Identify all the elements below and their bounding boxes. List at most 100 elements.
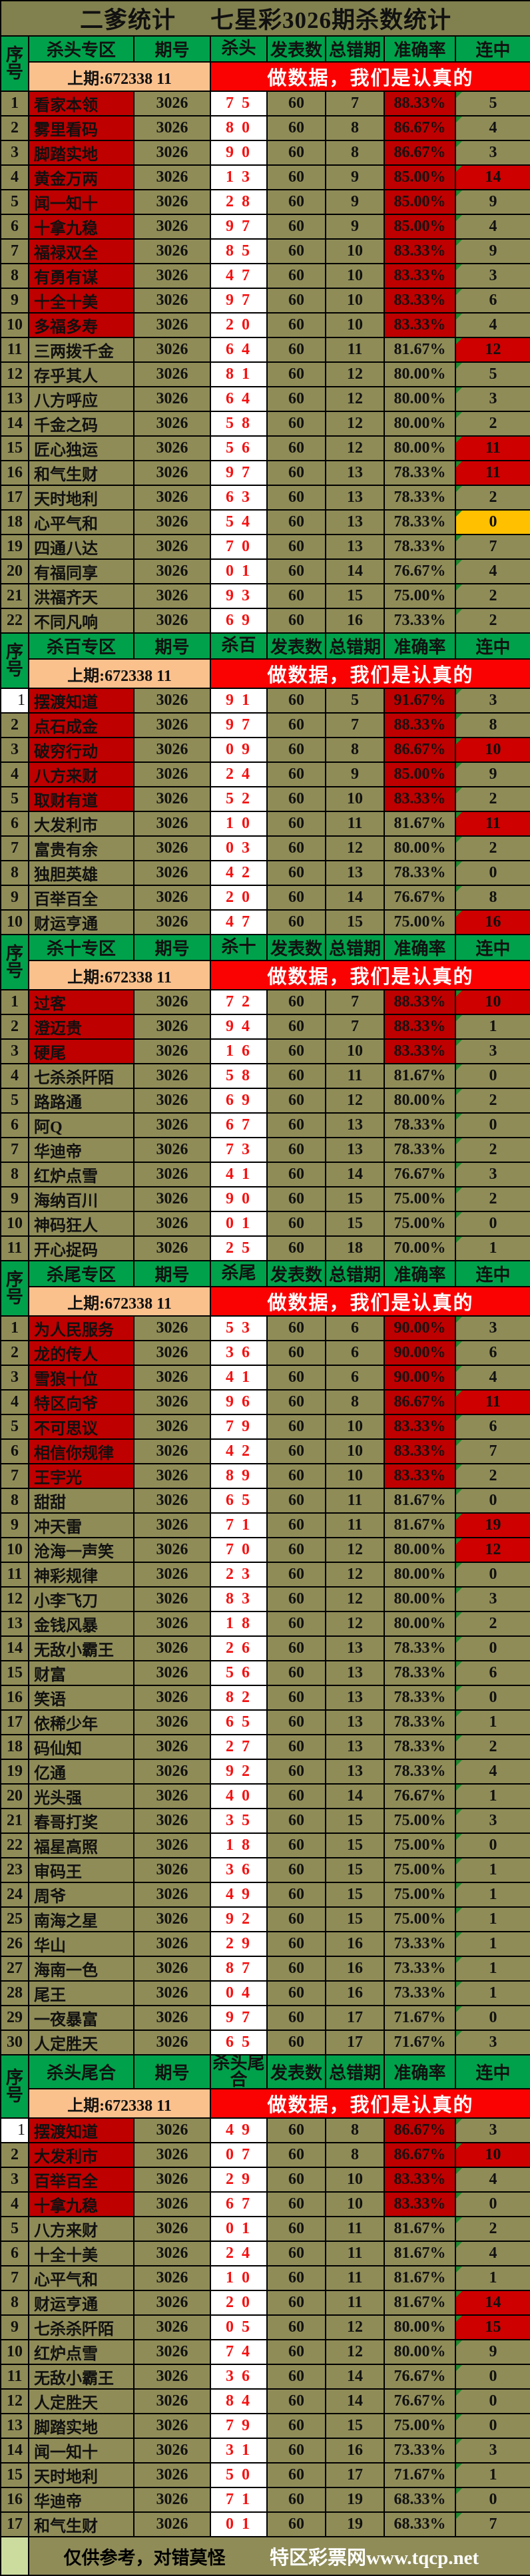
accuracy-cell: 75.00%	[384, 1186, 456, 1212]
player-name: 神彩规律	[28, 1562, 134, 1588]
issue-cell: 3026	[133, 312, 211, 338]
table-row: 6 相信你规律 3026 4 2 60 10 83.33% 7	[0, 1438, 530, 1464]
issue-cell: 3026	[133, 2462, 211, 2489]
error-header: 总错期	[325, 35, 385, 63]
table-row: 6 大发利市 3026 1 0 60 11 81.67% 11	[0, 811, 530, 837]
player-name: 多福多寿	[28, 312, 134, 338]
publish-count: 60	[266, 1389, 326, 1415]
publish-count: 60	[266, 1438, 326, 1464]
error-count: 7	[325, 989, 385, 1015]
error-count: 8	[325, 2142, 385, 2169]
error-count: 10	[325, 1438, 385, 1464]
streak-cell: 0	[454, 1562, 530, 1588]
player-name: 海南一色	[28, 1956, 134, 1982]
issue-cell: 3026	[133, 1137, 211, 1163]
publish-count: 60	[266, 2388, 326, 2415]
publish-count: 60	[266, 2265, 326, 2292]
error-count: 11	[325, 2216, 385, 2243]
accuracy-cell: 85.00%	[384, 164, 456, 190]
player-name: 十全十美	[28, 288, 134, 314]
accuracy-cell: 88.33%	[384, 1014, 456, 1040]
issue-cell: 3026	[133, 786, 211, 812]
section-subheader-row: 上期:672338 11 做数据，我们是认真的	[1, 658, 530, 689]
kill-numbers: 4 7	[210, 909, 268, 935]
streak-cell: 0	[454, 2191, 530, 2218]
streak-cell: 5	[454, 91, 530, 116]
publish-count: 60	[266, 1734, 326, 1760]
index-cell: 3	[0, 1038, 29, 1064]
error-count: 8	[325, 2117, 385, 2144]
publish-count: 60	[266, 214, 326, 240]
accuracy-cell: 83.33%	[384, 786, 456, 812]
error-count: 9	[325, 214, 385, 240]
index-cell: 5	[0, 1088, 29, 1114]
issue-cell: 3026	[133, 1438, 211, 1464]
publish-count: 60	[266, 2364, 326, 2390]
accuracy-cell: 83.33%	[384, 312, 456, 338]
table-row: 22 不同凡响 3026 6 9 60 16 73.33% 2	[0, 608, 530, 634]
streak-cell: 1	[454, 2462, 530, 2489]
error-count: 13	[325, 1685, 385, 1711]
issue-cell: 3026	[133, 1906, 211, 1932]
index-cell: 14	[0, 411, 29, 437]
issue-cell: 3026	[133, 608, 211, 634]
streak-cell: 10	[454, 989, 530, 1015]
kill-numbers: 6 5	[210, 2030, 268, 2055]
table-row: 3 雪狼十位 3026 4 1 60 6 90.00% 4	[0, 1365, 530, 1391]
accuracy-cell: 75.00%	[384, 1211, 456, 1237]
index-header-char: 号	[5, 659, 23, 679]
index-cell: 12	[0, 1586, 29, 1612]
streak-cell: 11	[454, 435, 530, 461]
publish-count: 60	[266, 2241, 326, 2267]
table-row: 5 不可思议 3026 7 9 60 10 83.33% 6	[0, 1414, 530, 1440]
player-name: 有福同享	[28, 558, 134, 584]
kill-numbers: 8 1	[210, 361, 268, 387]
kill-numbers: 4 7	[210, 263, 268, 289]
kill-numbers: 6 5	[210, 1488, 268, 1514]
streak-cell: 1	[454, 1931, 530, 1957]
error-count: 15	[325, 1857, 385, 1883]
publish-count: 60	[266, 1414, 326, 1440]
player-name: 一夜暴富	[28, 2005, 134, 2031]
index-header: 序号	[0, 1260, 29, 1317]
streak-cell: 0	[454, 1112, 530, 1138]
streak-cell: 0	[454, 860, 530, 886]
player-name: 尾王	[28, 1980, 134, 2006]
kill-numbers: 5 3	[210, 1315, 268, 1341]
accuracy-cell: 73.33%	[384, 2438, 456, 2464]
player-name: 独胆英雄	[28, 860, 134, 886]
index-cell: 4	[0, 1063, 29, 1089]
player-name: 阿Q	[28, 1112, 134, 1138]
kill-numbers: 9 2	[210, 1759, 268, 1785]
streak-cell: 3	[454, 1808, 530, 1834]
kill-numbers: 1 8	[210, 1832, 268, 1858]
kill-numbers: 9 2	[210, 1906, 268, 1932]
issue-cell: 3026	[133, 2117, 211, 2144]
player-name: 过客	[28, 989, 134, 1015]
publish-count: 60	[266, 608, 326, 634]
accuracy-cell: 86.67%	[384, 2142, 456, 2169]
section-subheader-row: 上期:672338 11 做数据，我们是认真的	[1, 960, 530, 990]
table-row: 16 笑语 3026 8 2 60 13 78.33% 0	[0, 1685, 530, 1711]
publish-count: 60	[266, 1611, 326, 1637]
table-row: 14 闻一知十 3026 3 1 60 16 73.33% 3	[0, 2438, 530, 2464]
streak-header: 连中	[454, 1260, 530, 1287]
streak-cell: 1	[454, 1882, 530, 1908]
accuracy-cell: 78.33%	[384, 1759, 456, 1785]
error-count: 13	[325, 860, 385, 886]
issue-cell: 3026	[133, 189, 211, 215]
streak-cell: 2	[454, 1186, 530, 1212]
streak-cell: 0	[454, 2005, 530, 2031]
error-count: 17	[325, 2462, 385, 2489]
table-row: 24 周爷 3026 4 9 60 15 75.00% 1	[0, 1882, 530, 1908]
footer-row: 仅供参考，对错莫怪 特区彩票网www.tqcp.net	[0, 2536, 530, 2576]
issue-cell: 3026	[133, 1186, 211, 1212]
publish-count: 60	[266, 1882, 326, 1908]
issue-cell: 3026	[133, 411, 211, 437]
table-row: 9 十全十美 3026 9 7 60 10 83.33% 6	[0, 288, 530, 314]
table-row: 15 财富 3026 5 6 60 13 78.33% 6	[0, 1660, 530, 1686]
kill-numbers: 6 9	[210, 608, 268, 634]
kill-numbers: 0 1	[210, 558, 268, 584]
publish-count: 60	[266, 989, 326, 1015]
